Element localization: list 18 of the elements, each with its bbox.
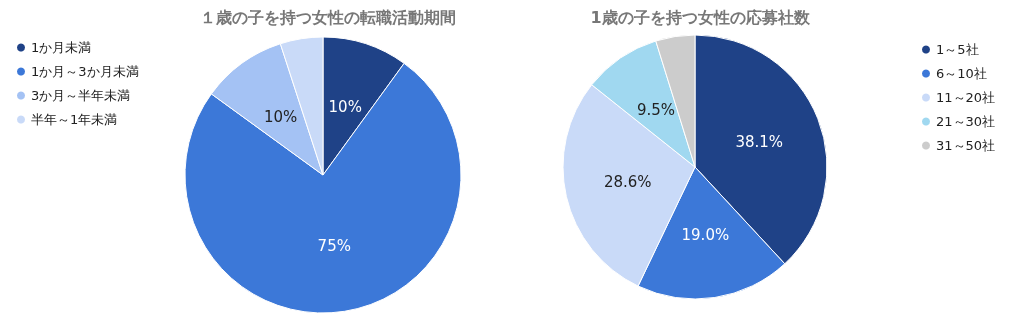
chart-title: 1歳の子を持つ女性の応募社数	[590, 7, 811, 27]
data-label: 10%	[264, 107, 298, 126]
legend-label: 3か月～半年未満	[31, 88, 131, 103]
data-label: 38.1%	[735, 132, 784, 151]
data-label: 28.6%	[603, 173, 652, 192]
chart-title: １歳の子を持つ女性の転職活動期間	[200, 7, 456, 27]
legend-label: 1か月未満	[31, 40, 92, 55]
legend-label: 31～50社	[936, 138, 996, 153]
legend-label: 11～20社	[936, 90, 996, 105]
data-label: 10%	[328, 97, 362, 116]
data-label: 75%	[317, 237, 351, 256]
data-label: 19.0%	[681, 226, 730, 245]
legend-label: 1か月～3か月未満	[31, 64, 139, 79]
legend-label: 半年～1年未満	[31, 112, 118, 127]
legend-label: 21～30社	[936, 114, 996, 129]
legend-label: 1～5社	[936, 42, 979, 57]
legend-label: 6～10社	[936, 66, 987, 81]
data-label: 9.5%	[636, 101, 676, 120]
